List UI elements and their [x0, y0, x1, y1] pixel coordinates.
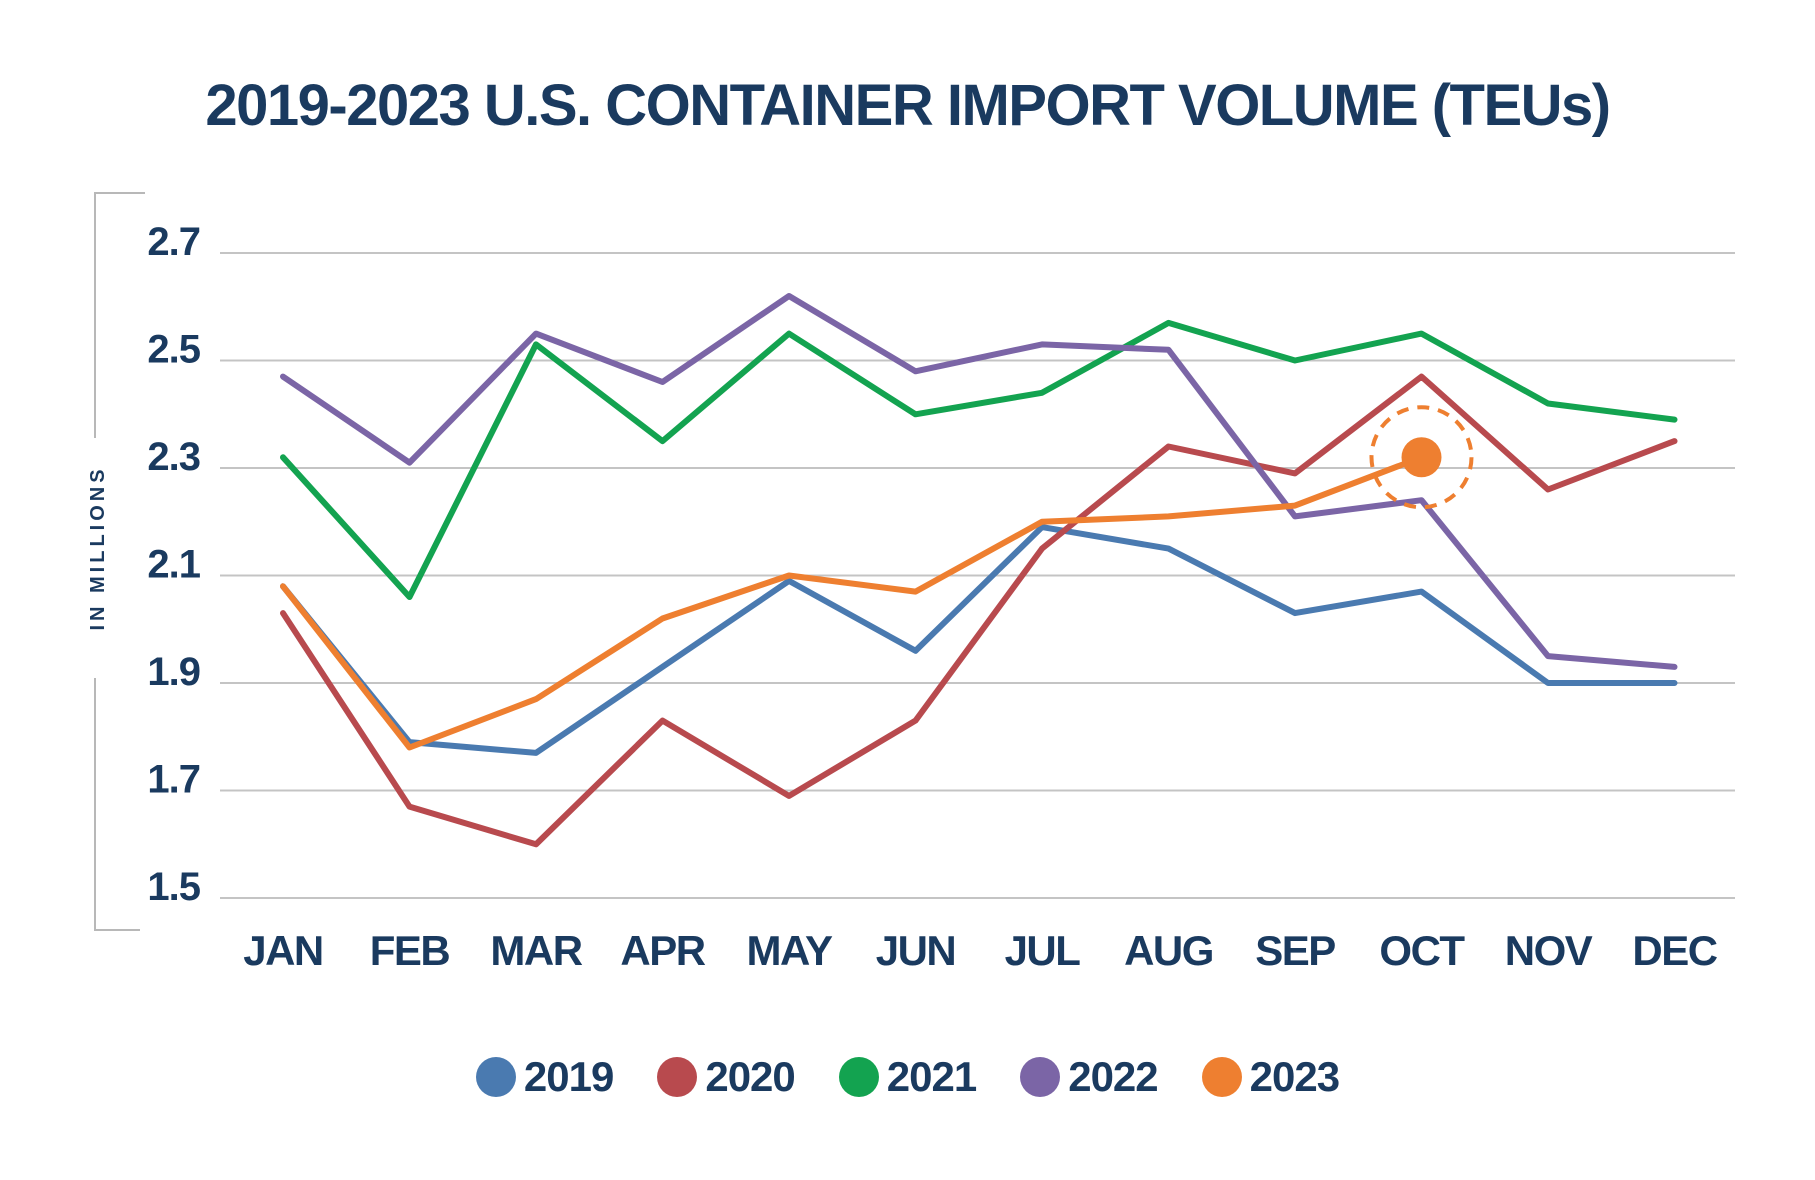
legend-swatch: [1020, 1057, 1061, 1097]
series-line-2019: [280, 524, 1678, 756]
y-tick-label: 2.5: [147, 328, 200, 372]
legend-swatch: [1201, 1057, 1242, 1097]
series-line-2020: [280, 373, 1678, 848]
chart-title: 2019-2023 U.S. CONTAINER IMPORT VOLUME (…: [205, 73, 1611, 138]
x-tick-label: FEB: [370, 927, 450, 974]
x-tick-label: SEP: [1255, 927, 1335, 974]
x-tick-label: JUL: [1005, 927, 1081, 974]
legend-item-2021: 2021: [838, 1053, 977, 1101]
legend: 2019 2020 2021 2022 2023: [0, 1053, 1815, 1101]
y-tick-label: 1.7: [147, 758, 200, 802]
x-tick-label: NOV: [1505, 927, 1593, 974]
series-line-2022: [280, 293, 1678, 670]
x-tick-label: OCT: [1379, 927, 1465, 974]
legend-item-2023: 2023: [1201, 1053, 1340, 1101]
series-line-2023: [280, 454, 1425, 751]
y-tick-label: 2.3: [147, 435, 200, 479]
legend-label: 2023: [1249, 1053, 1340, 1100]
legend-swatch: [838, 1057, 879, 1097]
highlight-ring: [1369, 405, 1474, 510]
y-tick-label: 1.5: [147, 865, 200, 909]
legend-label: 2019: [523, 1053, 614, 1100]
y-axis-label-backdrop: [82, 438, 108, 678]
legend-item-2020: 2020: [657, 1053, 796, 1101]
y-tick-labels: 2.7 2.5 2.3 2.1 1.9 1.7 1.5: [147, 220, 201, 909]
x-tick-label: JUN: [876, 927, 956, 974]
y-tick-label: 1.9: [147, 650, 200, 694]
highlight-point: [1401, 437, 1442, 478]
x-tick-label: AUG: [1124, 927, 1213, 974]
legend-label: 2020: [705, 1053, 795, 1100]
legend-swatch: [657, 1057, 698, 1097]
x-tick-label: MAY: [747, 927, 833, 974]
highlight-marker: [1369, 405, 1474, 510]
x-tick-labels: JAN FEB MAR APR MAY JUN JUL AUG SEP OCT NOV DEC: [243, 927, 1719, 974]
legend-label: 2021: [886, 1053, 977, 1100]
legend-item-2019: 2019: [475, 1053, 614, 1101]
x-tick-label: JAN: [243, 927, 323, 974]
y-axis-label: IN MILLIONS: [87, 465, 109, 630]
legend-swatch: [475, 1057, 516, 1097]
series-lines: [280, 293, 1678, 848]
legend-label: 2022: [1068, 1053, 1158, 1100]
y-tick-label: 2.7: [147, 220, 200, 264]
series-line-2021: [280, 319, 1678, 600]
y-tick-label: 2.1: [147, 543, 200, 587]
grid-lines: [220, 252, 1735, 899]
x-tick-label: APR: [620, 927, 705, 974]
x-tick-label: DEC: [1632, 927, 1717, 974]
x-tick-label: MAR: [490, 927, 582, 974]
legend-item-2022: 2022: [1020, 1053, 1159, 1101]
